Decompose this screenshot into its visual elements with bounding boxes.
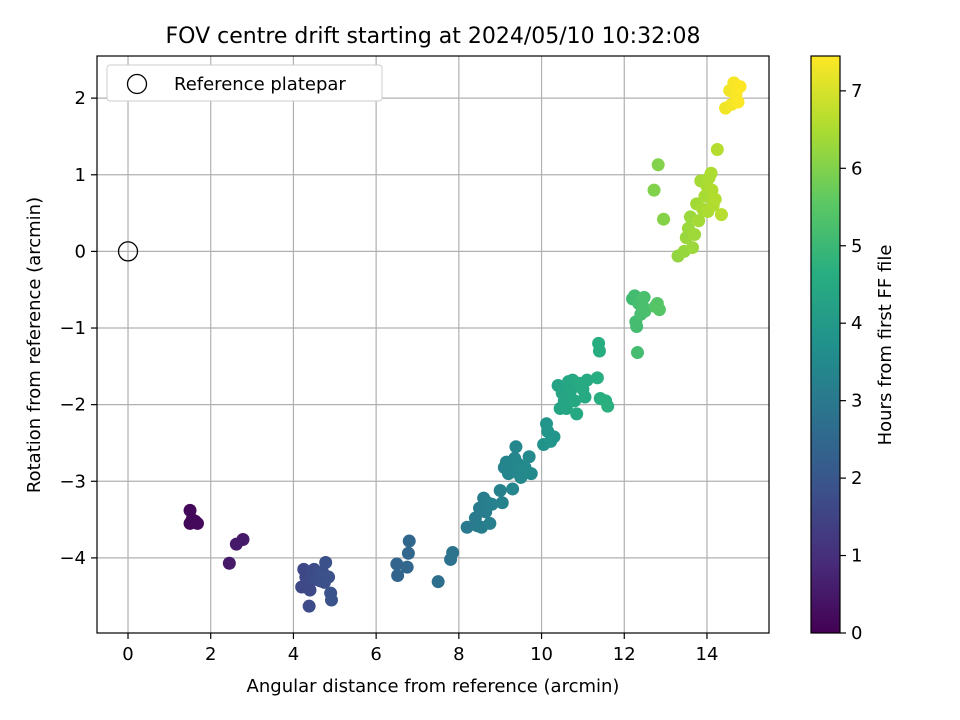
data-points — [117, 76, 747, 613]
x-tick-label: 6 — [370, 644, 381, 665]
colorbar-tick-label: 0 — [851, 623, 862, 644]
data-point — [578, 390, 592, 404]
plot-frame — [96, 55, 770, 634]
x-tick-label: 2 — [205, 644, 216, 665]
data-point — [506, 482, 520, 496]
colorbar-tick-label: 5 — [851, 236, 862, 257]
data-point — [630, 319, 644, 333]
x-tick-label: 8 — [453, 644, 464, 665]
data-point — [493, 483, 507, 497]
grid — [97, 56, 769, 633]
chart-title: FOV centre drift starting at 2024/05/10 … — [166, 24, 701, 49]
y-axis: −4 −3 −2 −1 0 1 2 — [59, 88, 97, 569]
colorbar-ticks: 0 1 2 3 4 5 6 7 — [840, 81, 862, 644]
x-tick-label: 12 — [613, 644, 636, 665]
colorbar: 0 1 2 3 4 5 6 7 Hours from first FF file — [810, 55, 896, 644]
data-point — [592, 344, 606, 358]
data-point — [651, 158, 665, 172]
data-point — [688, 228, 702, 242]
y-tick-label: 2 — [75, 88, 86, 109]
legend: Reference platepar — [106, 64, 383, 102]
data-point — [390, 557, 404, 571]
x-tick-label: 14 — [696, 644, 719, 665]
data-point — [708, 192, 722, 206]
data-point — [236, 533, 250, 547]
y-tick-label: −2 — [59, 395, 86, 416]
data-point — [222, 556, 236, 570]
data-point — [302, 599, 316, 613]
data-point — [322, 570, 336, 584]
data-point — [547, 430, 561, 444]
data-point — [391, 569, 405, 583]
data-point — [564, 384, 578, 398]
data-point — [637, 290, 651, 304]
colorbar-tick-label: 7 — [851, 81, 862, 102]
data-point — [638, 304, 652, 318]
y-tick-label: 0 — [75, 241, 86, 262]
colorbar-tick-label: 6 — [851, 158, 862, 179]
data-point — [714, 208, 728, 222]
legend-box — [106, 64, 383, 102]
x-axis-label: Angular distance from reference (arcmin) — [247, 676, 620, 697]
colorbar-tick-label: 1 — [851, 546, 862, 567]
data-point — [590, 371, 604, 385]
data-point — [431, 575, 445, 589]
data-point — [514, 470, 528, 484]
data-point — [580, 373, 594, 387]
x-tick-label: 10 — [530, 644, 553, 665]
x-tick-label: 0 — [122, 644, 133, 665]
data-point — [495, 496, 509, 510]
colorbar-label: Hours from first FF file — [875, 245, 896, 446]
data-point — [319, 556, 333, 570]
data-point — [601, 399, 615, 413]
data-point — [402, 534, 416, 548]
data-point — [483, 516, 497, 530]
data-point — [524, 467, 538, 481]
data-point — [303, 583, 317, 597]
data-point — [568, 394, 582, 408]
data-point — [630, 346, 644, 360]
data-point — [460, 520, 474, 534]
data-point — [400, 560, 414, 574]
legend-reference-label: Reference platepar — [174, 74, 346, 95]
x-axis: 0 2 4 6 8 10 12 14 — [122, 633, 718, 665]
data-point — [733, 80, 747, 94]
y-tick-label: −1 — [59, 318, 86, 339]
colorbar-tick-label: 4 — [851, 313, 862, 334]
data-point — [485, 497, 499, 511]
data-point — [559, 401, 573, 415]
reference-platepar-marker — [117, 241, 139, 262]
y-tick-label: −4 — [59, 548, 86, 569]
y-tick-label: −3 — [59, 471, 86, 492]
y-axis-label: Rotation from reference (arcmin) — [24, 197, 45, 493]
colorbar-gradient — [810, 55, 841, 634]
data-point — [710, 142, 724, 156]
data-point — [685, 241, 699, 255]
data-point — [324, 593, 338, 607]
colorbar-tick-label: 3 — [851, 391, 862, 412]
data-point — [647, 183, 661, 197]
data-point — [692, 214, 706, 228]
data-point — [731, 95, 745, 109]
data-point — [657, 212, 671, 226]
data-point — [570, 407, 584, 421]
x-tick-label: 4 — [288, 644, 299, 665]
data-point — [190, 516, 204, 530]
data-point — [401, 546, 415, 560]
y-tick-label: 1 — [75, 165, 86, 186]
data-point — [446, 546, 460, 560]
legend-reference-marker — [126, 73, 148, 95]
data-point — [704, 166, 718, 180]
data-point — [652, 303, 666, 317]
data-point — [522, 450, 536, 464]
colorbar-tick-label: 2 — [851, 468, 862, 489]
data-point — [509, 440, 523, 454]
